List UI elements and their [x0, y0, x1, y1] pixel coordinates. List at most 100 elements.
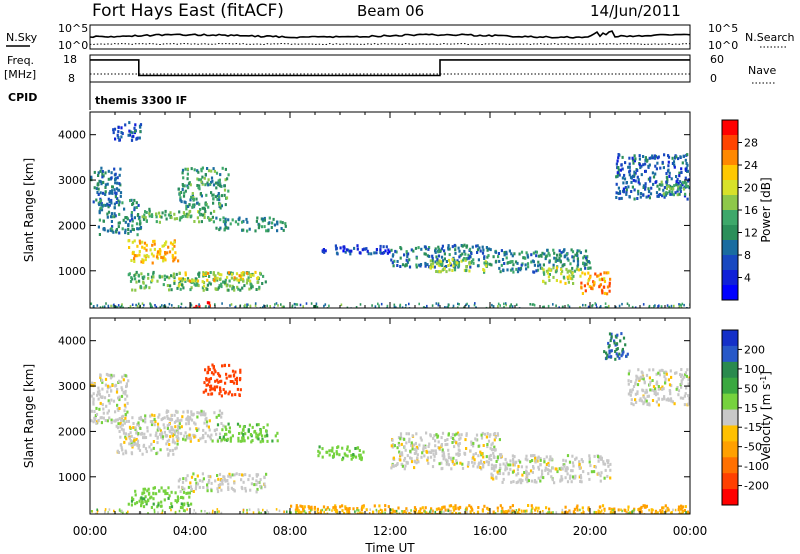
data-cell — [176, 500, 179, 504]
data-cell — [173, 279, 176, 283]
data-cell — [190, 487, 193, 491]
data-cell — [483, 504, 486, 508]
data-cell — [662, 387, 665, 391]
data-cell — [108, 203, 111, 207]
data-cell — [638, 378, 641, 382]
data-cell — [173, 420, 176, 424]
data-cell — [533, 304, 536, 307]
data-cell — [181, 415, 184, 419]
data-cell — [573, 507, 576, 511]
data-cell — [648, 304, 651, 308]
data-cell — [571, 266, 574, 270]
data-cell — [213, 385, 216, 389]
data-cell — [450, 458, 453, 462]
data-cell — [589, 464, 592, 468]
data-cell — [328, 304, 330, 308]
data-cell — [168, 443, 171, 446]
data-cell — [576, 249, 579, 253]
data-cell — [431, 256, 434, 260]
data-cell — [227, 422, 230, 426]
data-cell — [180, 432, 183, 436]
data-cell — [483, 432, 486, 436]
data-cell — [218, 409, 221, 413]
data-cell — [227, 392, 230, 396]
data-cell — [197, 186, 200, 190]
data-cell — [116, 449, 119, 453]
data-cell — [143, 213, 146, 217]
data-cell — [393, 305, 396, 308]
data-cell — [316, 507, 319, 511]
data-cell — [609, 511, 612, 514]
data-cell — [217, 372, 220, 376]
data-cell — [112, 374, 116, 378]
data-cell — [215, 428, 218, 432]
data-cell — [400, 451, 404, 455]
data-cell — [626, 512, 628, 514]
data-cell — [210, 392, 214, 396]
data-cell — [242, 510, 245, 514]
data-cell — [657, 397, 660, 401]
data-cell — [486, 248, 489, 252]
data-cell — [585, 256, 588, 260]
data-cell — [242, 432, 245, 436]
data-cell — [179, 196, 182, 200]
data-cell — [658, 373, 661, 377]
data-cell — [273, 306, 276, 308]
data-cell — [544, 281, 547, 285]
data-cell — [669, 187, 672, 191]
data-cell — [628, 156, 631, 160]
data-cell — [309, 509, 312, 512]
data-cell — [572, 282, 575, 285]
data-cell — [167, 486, 170, 490]
data-cell — [656, 392, 659, 396]
data-cell — [217, 192, 220, 195]
data-cell — [217, 477, 220, 481]
data-cell — [566, 466, 569, 470]
data-cell — [588, 460, 591, 464]
data-cell — [545, 269, 548, 273]
data-cell — [193, 203, 196, 207]
data-cell — [598, 285, 601, 289]
data-cell — [230, 276, 233, 280]
data-cell — [131, 288, 134, 292]
data-cell — [225, 372, 228, 376]
data-cell — [494, 435, 497, 439]
data-cell — [434, 250, 437, 254]
data-cell — [644, 162, 647, 166]
data-cell — [241, 487, 244, 491]
data-cell — [106, 390, 109, 394]
data-cell — [220, 379, 223, 383]
data-cell — [171, 247, 174, 251]
data-cell — [116, 197, 119, 201]
data-cell — [498, 472, 502, 475]
data-cell — [324, 303, 327, 306]
data-cell — [432, 449, 435, 453]
data-cell — [675, 180, 678, 184]
data-cell — [399, 256, 402, 260]
data-cell — [108, 416, 111, 420]
data-cell — [686, 184, 689, 188]
data-cell — [363, 247, 366, 251]
data-cell — [463, 243, 466, 247]
data-cell — [128, 425, 132, 429]
data-cell — [281, 305, 284, 308]
data-cell — [680, 306, 683, 308]
data-cell — [419, 436, 422, 440]
colorbar-swatch — [722, 457, 738, 474]
data-cell — [517, 459, 520, 463]
data-cell — [448, 268, 451, 272]
data-cell — [182, 477, 185, 481]
data-cell — [116, 181, 119, 185]
data-cell — [502, 462, 505, 466]
data-cell — [201, 436, 204, 440]
data-cell — [149, 420, 152, 424]
data-cell — [442, 451, 445, 455]
data-cell — [231, 473, 234, 477]
data-cell — [178, 192, 181, 196]
data-cell — [533, 263, 536, 267]
data-cell — [185, 207, 188, 211]
data-cell — [237, 222, 240, 226]
data-cell — [403, 445, 406, 449]
data-cell — [396, 512, 399, 514]
freq-strip: Freq. [MHz] 18 8 60 0 Nave — [4, 53, 776, 85]
